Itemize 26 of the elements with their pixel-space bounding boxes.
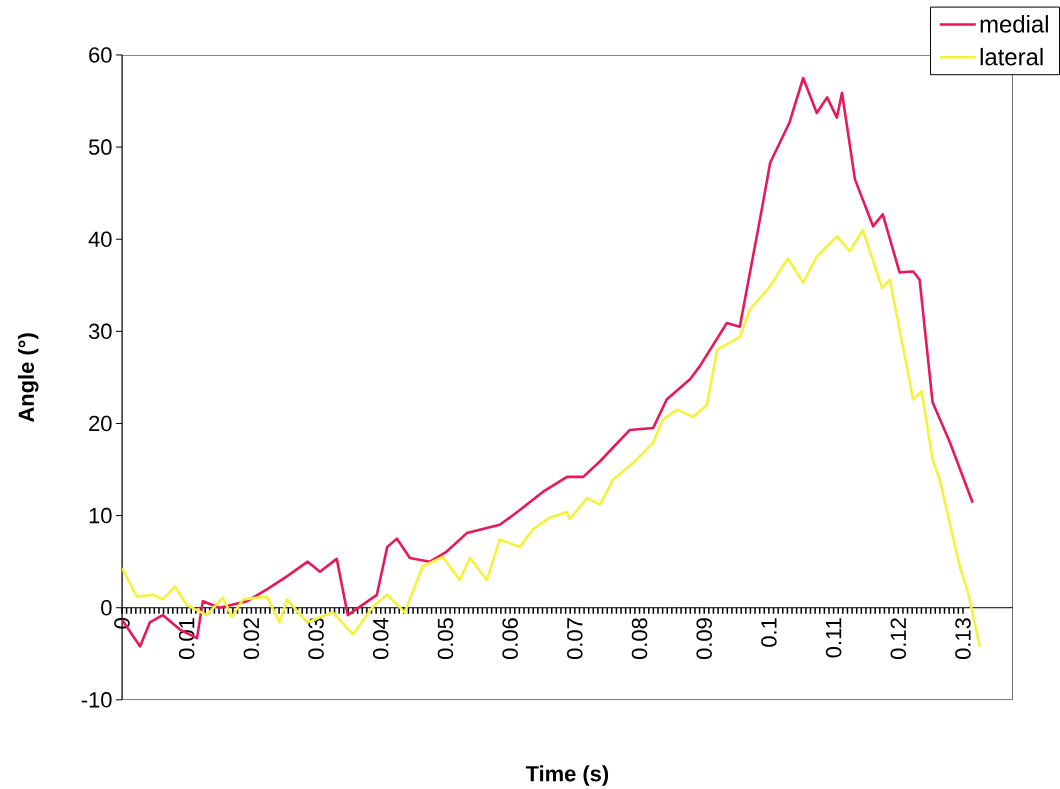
legend-label: medial — [980, 15, 1048, 33]
x-axis-title: Time (s) — [525, 765, 609, 786]
x-tick-label: 0.02 — [243, 618, 260, 659]
x-tick-label: 0.09 — [696, 618, 712, 659]
y-tick-label: -10 — [81, 692, 112, 708]
x-tick-label: 0.01 — [178, 618, 195, 659]
x-tick-label: 0.07 — [567, 618, 583, 659]
y-tick-label: 30 — [88, 323, 112, 340]
y-tick-label: 0 — [101, 599, 112, 616]
x-tick-label: 0.12 — [890, 618, 907, 659]
y-tick-label: 60 — [89, 47, 112, 63]
x-tick-label: 0.11 — [825, 618, 842, 658]
x-tick-label: 0.05 — [437, 618, 454, 659]
x-tick-label: 0.06 — [502, 618, 518, 659]
x-tick-label: 0.1 — [761, 618, 777, 647]
x-tick-label: 0.08 — [631, 618, 648, 659]
y-tick-label: 20 — [89, 415, 112, 432]
y-tick-label: 50 — [88, 139, 112, 155]
y-tick-label: 40 — [88, 231, 112, 247]
x-tick-label: 0.13 — [955, 618, 971, 659]
x-tick-label: 0.03 — [308, 618, 324, 659]
y-axis-title: Angle (°) — [17, 333, 39, 422]
x-tick-label: 0 — [114, 618, 130, 629]
x-tick-label: 0.04 — [372, 617, 389, 659]
legend-label: lateral — [980, 47, 1043, 66]
y-tick-label: 10 — [89, 507, 112, 524]
